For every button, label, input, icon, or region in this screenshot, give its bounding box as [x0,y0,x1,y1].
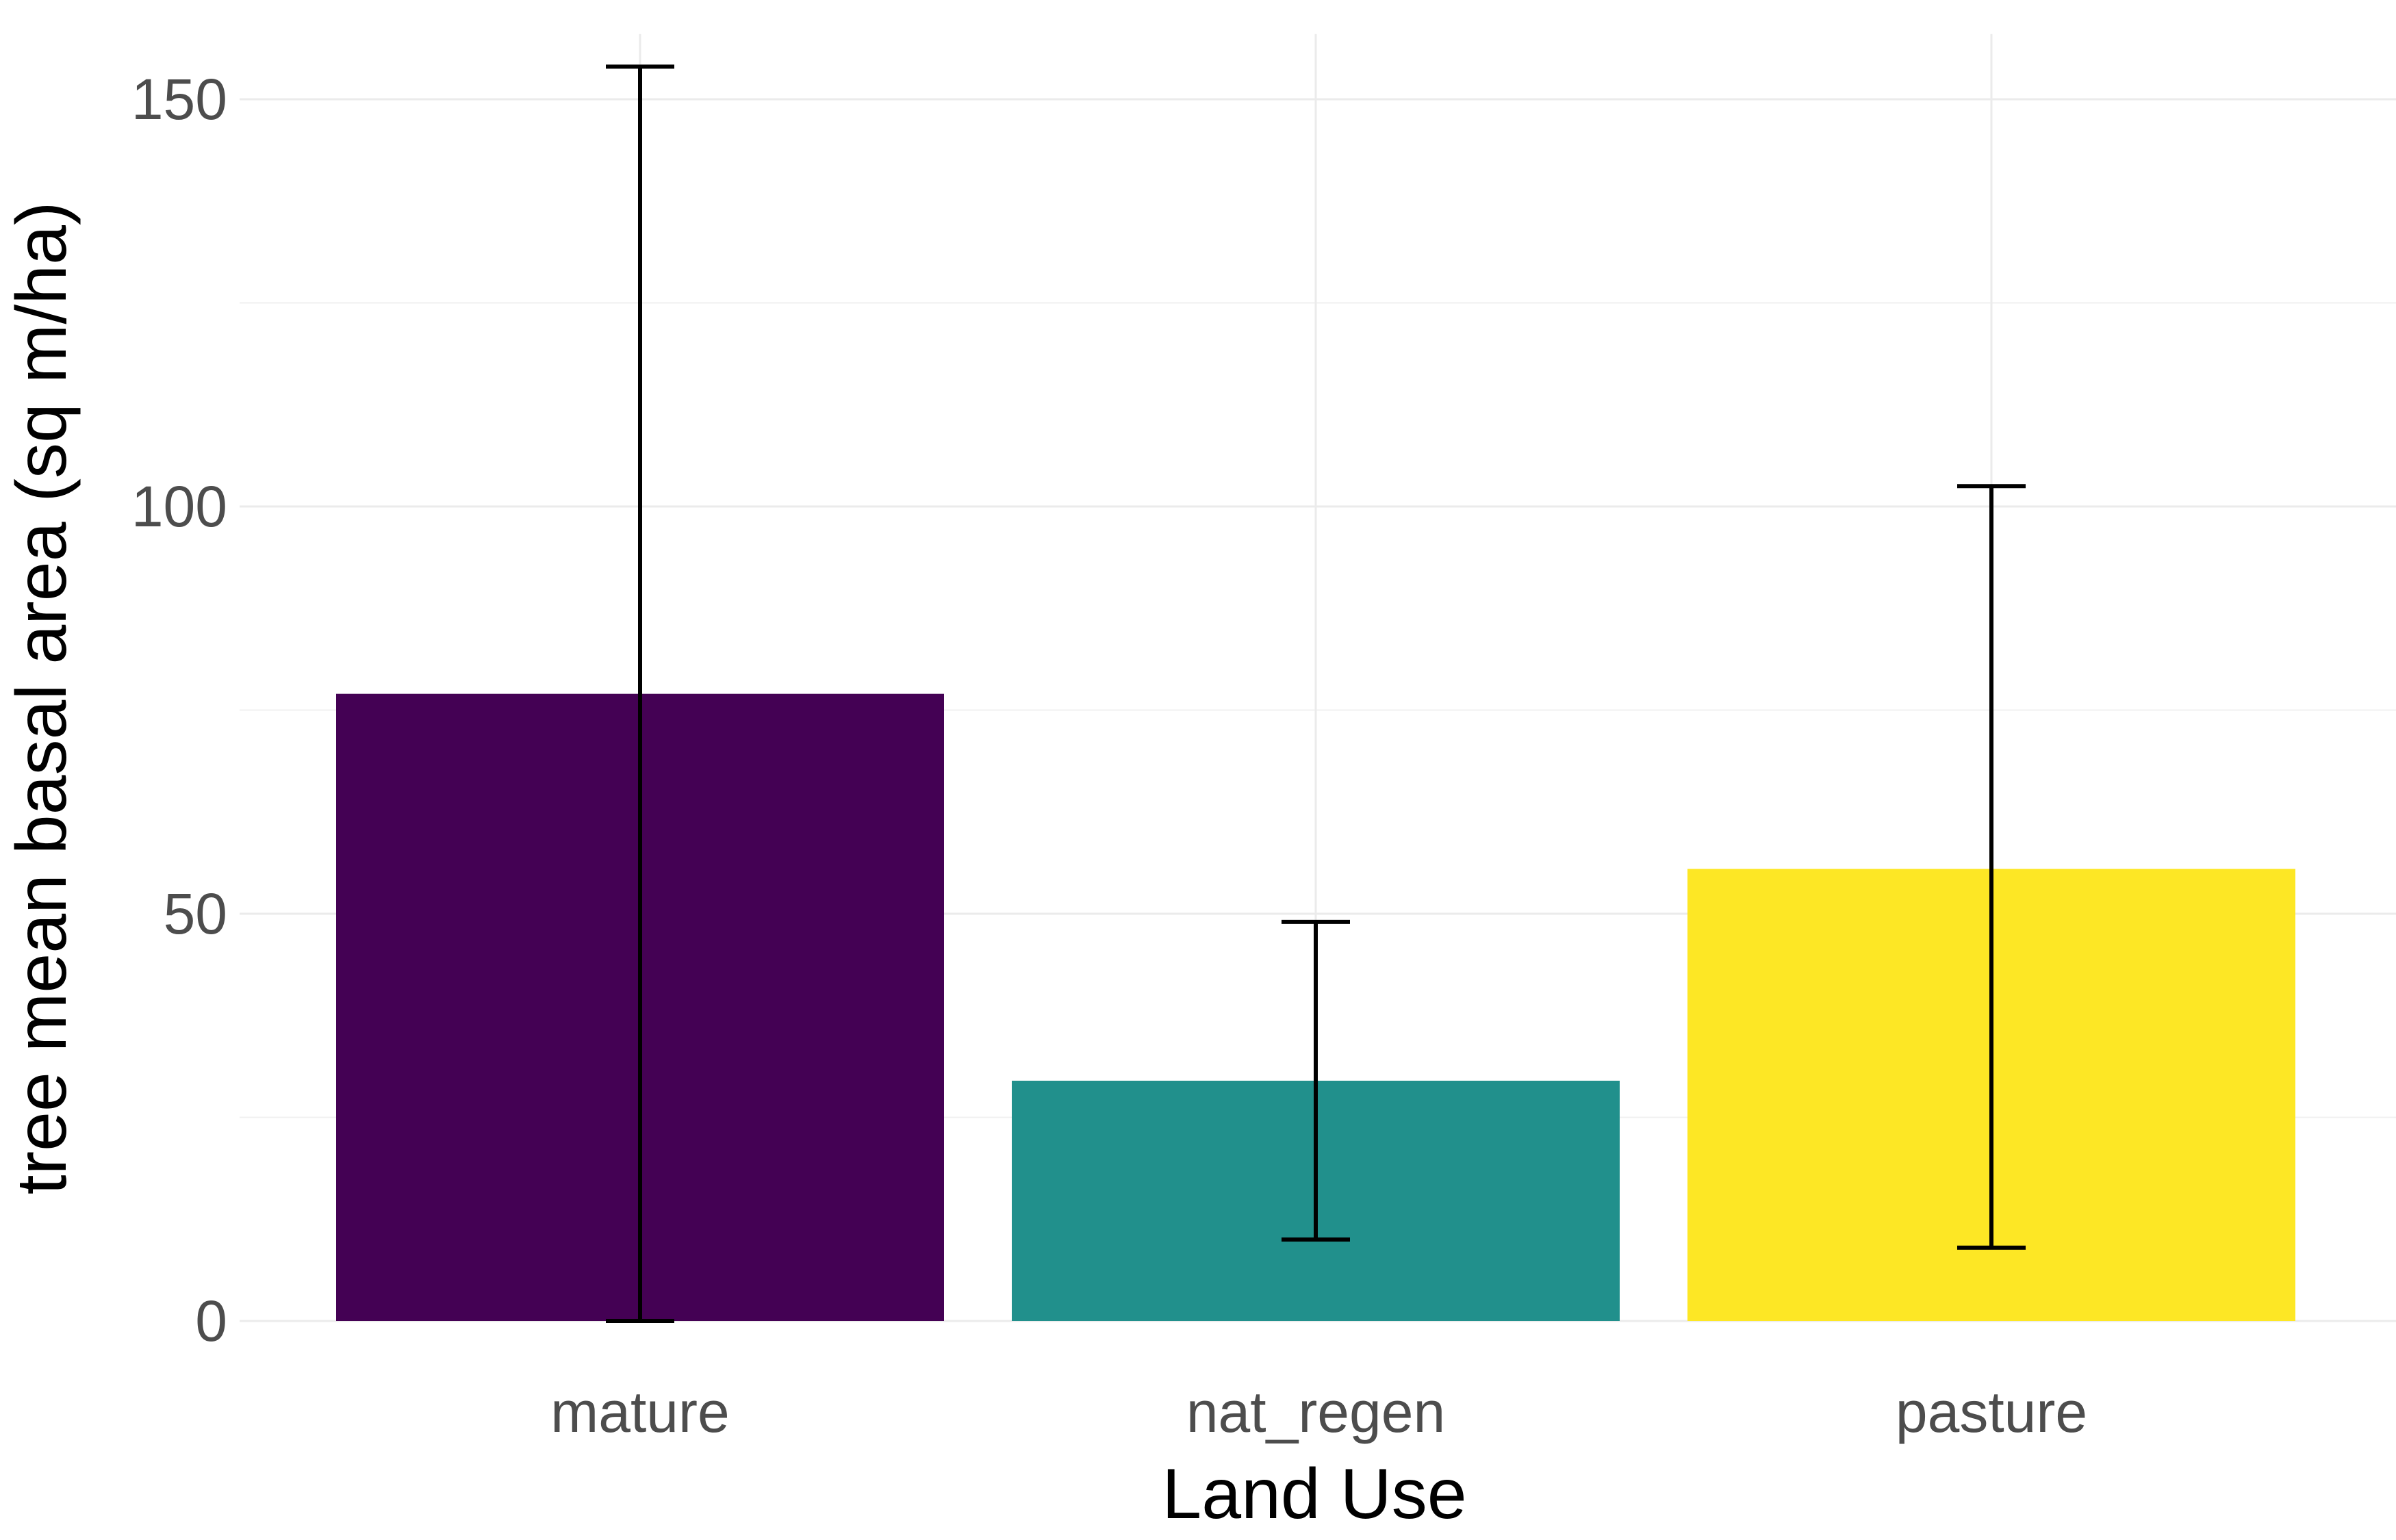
x-axis-title: Land Use [1162,1454,1466,1534]
y-tick-label: 50 [164,882,227,946]
y-tick-label: 150 [131,67,227,131]
y-tick-label: 100 [131,474,227,539]
y-tick-label: 0 [195,1289,227,1353]
x-tick-label-pasture: pasture [1896,1380,2087,1444]
x-tick-label-mature: mature [550,1380,729,1444]
error-bar-mature [606,64,674,1323]
x-tick-label-nat_regen: nat_regen [1186,1380,1445,1444]
y-axis-title: tree mean basal area (sq m/ha) [2,201,81,1194]
y-axis-tick-labels: 0 50 100 150 [131,67,227,1353]
x-axis-tick-labels: mature nat_regen pasture [550,1380,2087,1444]
error-bar-nat_regen [1282,919,1350,1242]
error-bars [606,64,2026,1323]
error-bar-pasture [1957,484,2026,1250]
